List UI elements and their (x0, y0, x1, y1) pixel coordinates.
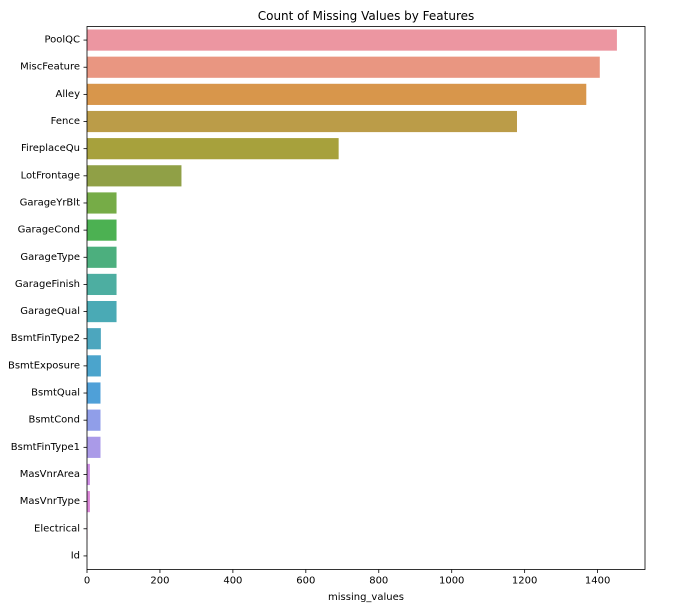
bar-GarageYrBlt (87, 192, 117, 214)
bar-BsmtFinType2 (87, 328, 101, 350)
y-tick-label-GarageType: GarageType (20, 252, 80, 263)
y-tick-label-BsmtFinType1: BsmtFinType1 (11, 442, 80, 453)
bar-BsmtQual (87, 382, 101, 404)
bar-BsmtExposure (87, 355, 101, 377)
x-tick-label: 1400 (585, 576, 610, 587)
y-tick-label-MasVnrArea: MasVnrArea (20, 469, 80, 480)
y-tick-label-LotFrontage: LotFrontage (21, 170, 80, 181)
x-axis-ticks: 0 200 400 600 800 1000 1200 1400 (84, 569, 610, 587)
y-tick-label-GarageCond: GarageCond (18, 225, 80, 236)
y-tick-label-MiscFeature: MiscFeature (20, 62, 80, 73)
y-tick-label-GarageQual: GarageQual (20, 306, 80, 317)
bars-group (87, 29, 617, 540)
bar-MiscFeature (87, 56, 600, 78)
x-tick-label: 600 (296, 576, 315, 587)
y-tick-label-Id: Id (71, 550, 80, 561)
x-tick-label: 200 (150, 576, 169, 587)
x-tick-label: 800 (369, 576, 388, 587)
y-tick-label-BsmtQual: BsmtQual (31, 388, 80, 399)
bar-BsmtFinType1 (87, 436, 101, 458)
y-tick-label-Fence: Fence (51, 116, 80, 127)
y-tick-label-BsmtExposure: BsmtExposure (8, 360, 80, 371)
bar-GarageFinish (87, 273, 117, 296)
bar-GarageQual (87, 300, 117, 323)
plot-frame (86, 26, 646, 570)
y-tick-label-FireplaceQu: FireplaceQu (21, 143, 80, 154)
x-tick-label: 1200 (512, 576, 537, 587)
x-tick-label: 0 (84, 576, 90, 587)
bar-BsmtCond (87, 409, 101, 431)
y-tick-label-BsmtCond: BsmtCond (28, 415, 80, 426)
bar-GarageCond (87, 219, 117, 241)
bar-LotFrontage (87, 165, 182, 187)
bar-MasVnrArea (87, 463, 90, 486)
y-tick-label-Alley: Alley (56, 89, 81, 100)
chart-title: Count of Missing Values by Features (258, 9, 475, 23)
bar-GarageType (87, 246, 117, 268)
bar-FireplaceQu (87, 138, 339, 160)
y-tick-label-Electrical: Electrical (34, 523, 80, 534)
y-tick-label-GarageYrBlt: GarageYrBlt (20, 197, 80, 208)
x-tick-label: 400 (223, 576, 242, 587)
bar-MasVnrType (87, 491, 90, 513)
y-tick-label-GarageFinish: GarageFinish (15, 279, 80, 290)
bar-Alley (87, 83, 587, 105)
category-labels: PoolQC MiscFeature Alley Fence FireplaceQu Lo… (8, 35, 87, 561)
y-tick-label-BsmtFinType2: BsmtFinType2 (11, 333, 80, 344)
x-tick-label: 1000 (439, 576, 464, 587)
bar-PoolQC (87, 29, 617, 51)
y-tick-label-MasVnrType: MasVnrType (20, 496, 80, 507)
x-axis-label: missing_values (328, 592, 404, 603)
y-tick-label-PoolQC: PoolQC (44, 35, 80, 46)
bar-Fence (87, 110, 517, 133)
